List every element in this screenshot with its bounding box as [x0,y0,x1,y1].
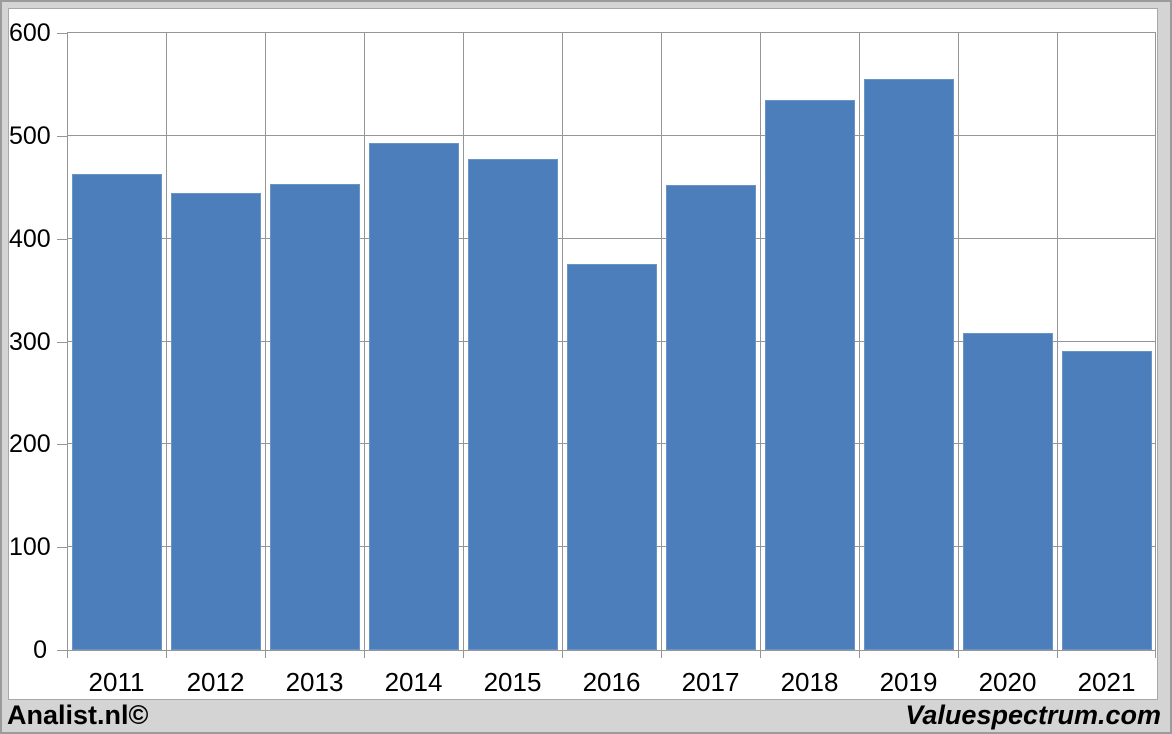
gridline-horizontal [67,650,1156,651]
y-tick-mark [57,650,67,651]
x-tick-mark [1155,650,1156,658]
bar-2014 [369,143,459,650]
y-tick-mark [57,136,67,137]
x-tick-mark [166,650,167,658]
bar-2012 [171,193,261,650]
x-axis-label-2014: 2014 [384,667,443,697]
gridline-vertical [265,33,266,650]
x-tick-mark [760,650,761,658]
x-tick-mark [859,650,860,658]
y-axis-label: 100 [9,533,51,561]
bar-2020 [963,333,1053,650]
y-tick-mark [57,342,67,343]
x-axis-label-2020: 2020 [978,667,1037,697]
gridline-vertical [364,33,365,650]
gridline-vertical [760,33,761,650]
y-tick-mark [57,239,67,240]
gridline-vertical [1155,33,1156,650]
y-axis-label: 500 [9,122,51,150]
x-axis-label-2015: 2015 [483,667,542,697]
x-axis-label-2018: 2018 [780,667,839,697]
y-tick-mark [57,444,67,445]
gridline-vertical [166,33,167,650]
x-axis-label-2016: 2016 [582,667,641,697]
gridline-vertical [1057,33,1058,650]
bar-2019 [864,79,954,650]
chart-canvas: 0 100 200 300 400 500 600 2011 2012 2013 2014 2015… [8,8,1158,700]
valuespectrum-branding: Valuespectrum.com [905,699,1161,730]
x-axis-label-2021: 2021 [1077,667,1136,697]
analist-branding: Analist.nl© [7,699,149,730]
x-axis-label-2013: 2013 [285,667,344,697]
x-tick-mark [562,650,563,658]
x-axis-label-2011: 2011 [88,667,145,697]
y-axis-line [67,33,68,650]
x-axis-label-2019: 2019 [879,667,938,697]
x-axis-label-2017: 2017 [681,667,740,697]
y-axis-label: 0 [33,636,47,664]
bar-2018 [765,100,855,650]
x-tick-mark [1057,650,1058,658]
gridline-vertical [562,33,563,650]
gridline-horizontal [67,238,1156,239]
y-axis-label: 600 [9,19,51,47]
x-tick-mark [265,650,266,658]
bar-2016 [567,264,657,650]
y-tick-mark [57,33,67,34]
bar-2015 [468,159,558,650]
y-tick-mark [57,547,67,548]
x-tick-mark [463,650,464,658]
bar-2017 [666,185,756,650]
x-tick-mark [364,650,365,658]
x-tick-mark [661,650,662,658]
gridline-vertical [463,33,464,650]
y-axis-label: 400 [9,225,51,253]
bar-2011 [72,174,162,650]
x-tick-mark [958,650,959,658]
bar-2021 [1062,351,1152,650]
gridline-horizontal [67,32,1156,33]
y-axis-label: 300 [9,328,51,356]
gridline-vertical [859,33,860,650]
bar-2013 [270,184,360,650]
x-axis-label-2012: 2012 [186,667,245,697]
y-axis-label: 200 [9,430,51,458]
gridline-vertical [958,33,959,650]
plot-area [57,32,1156,658]
x-tick-mark [67,650,68,658]
gridline-vertical [661,33,662,650]
gridline-horizontal [67,135,1156,136]
footer-bar: Analist.nl© Valuespectrum.com [7,700,1161,730]
